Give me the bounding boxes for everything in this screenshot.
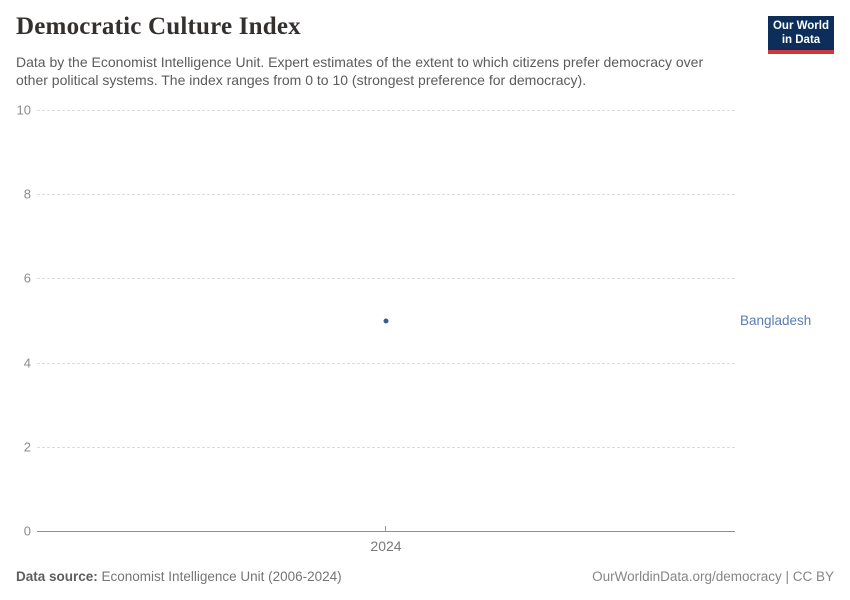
chart-subtitle-line: other political systems. The index range… bbox=[16, 72, 587, 88]
y-axis-tick-label: 8 bbox=[23, 186, 31, 202]
y-axis-tick-label: 10 bbox=[16, 102, 31, 118]
owid-logo[interactable]: Our World in Data bbox=[768, 16, 834, 54]
data-point-bangladesh[interactable] bbox=[383, 318, 389, 323]
gridline bbox=[37, 447, 735, 448]
chart-subtitle: Data by the Economist Intelligence Unit.… bbox=[16, 53, 703, 89]
data-source-value: Economist Intelligence Unit (2006-2024) bbox=[97, 569, 342, 584]
y-axis-tick-label: 0 bbox=[23, 523, 31, 539]
gridline bbox=[37, 194, 735, 195]
y-axis-tick-label: 6 bbox=[23, 270, 31, 286]
chart-subtitle-line: Data by the Economist Intelligence Unit.… bbox=[16, 54, 704, 70]
owid-logo-line: in Data bbox=[781, 34, 821, 46]
x-axis-tick-label: 2024 bbox=[370, 538, 402, 554]
x-axis-line bbox=[37, 531, 735, 532]
gridline bbox=[37, 110, 735, 111]
entity-label-bangladesh[interactable]: Bangladesh bbox=[740, 312, 812, 328]
owid-logo-line: Our World bbox=[772, 20, 829, 32]
attribution-link[interactable]: OurWorldinData.org/democracy | CC BY bbox=[592, 569, 834, 584]
page-title: Democratic Culture Index bbox=[16, 13, 301, 40]
x-axis-tick bbox=[385, 526, 386, 531]
gridline bbox=[37, 278, 735, 279]
gridline bbox=[37, 363, 735, 364]
y-axis-tick-label: 2 bbox=[23, 439, 31, 455]
y-axis-tick-label: 4 bbox=[23, 355, 31, 371]
data-source-note: Data source: Economist Intelligence Unit… bbox=[16, 569, 342, 584]
data-source-label: Data source: bbox=[16, 569, 98, 584]
